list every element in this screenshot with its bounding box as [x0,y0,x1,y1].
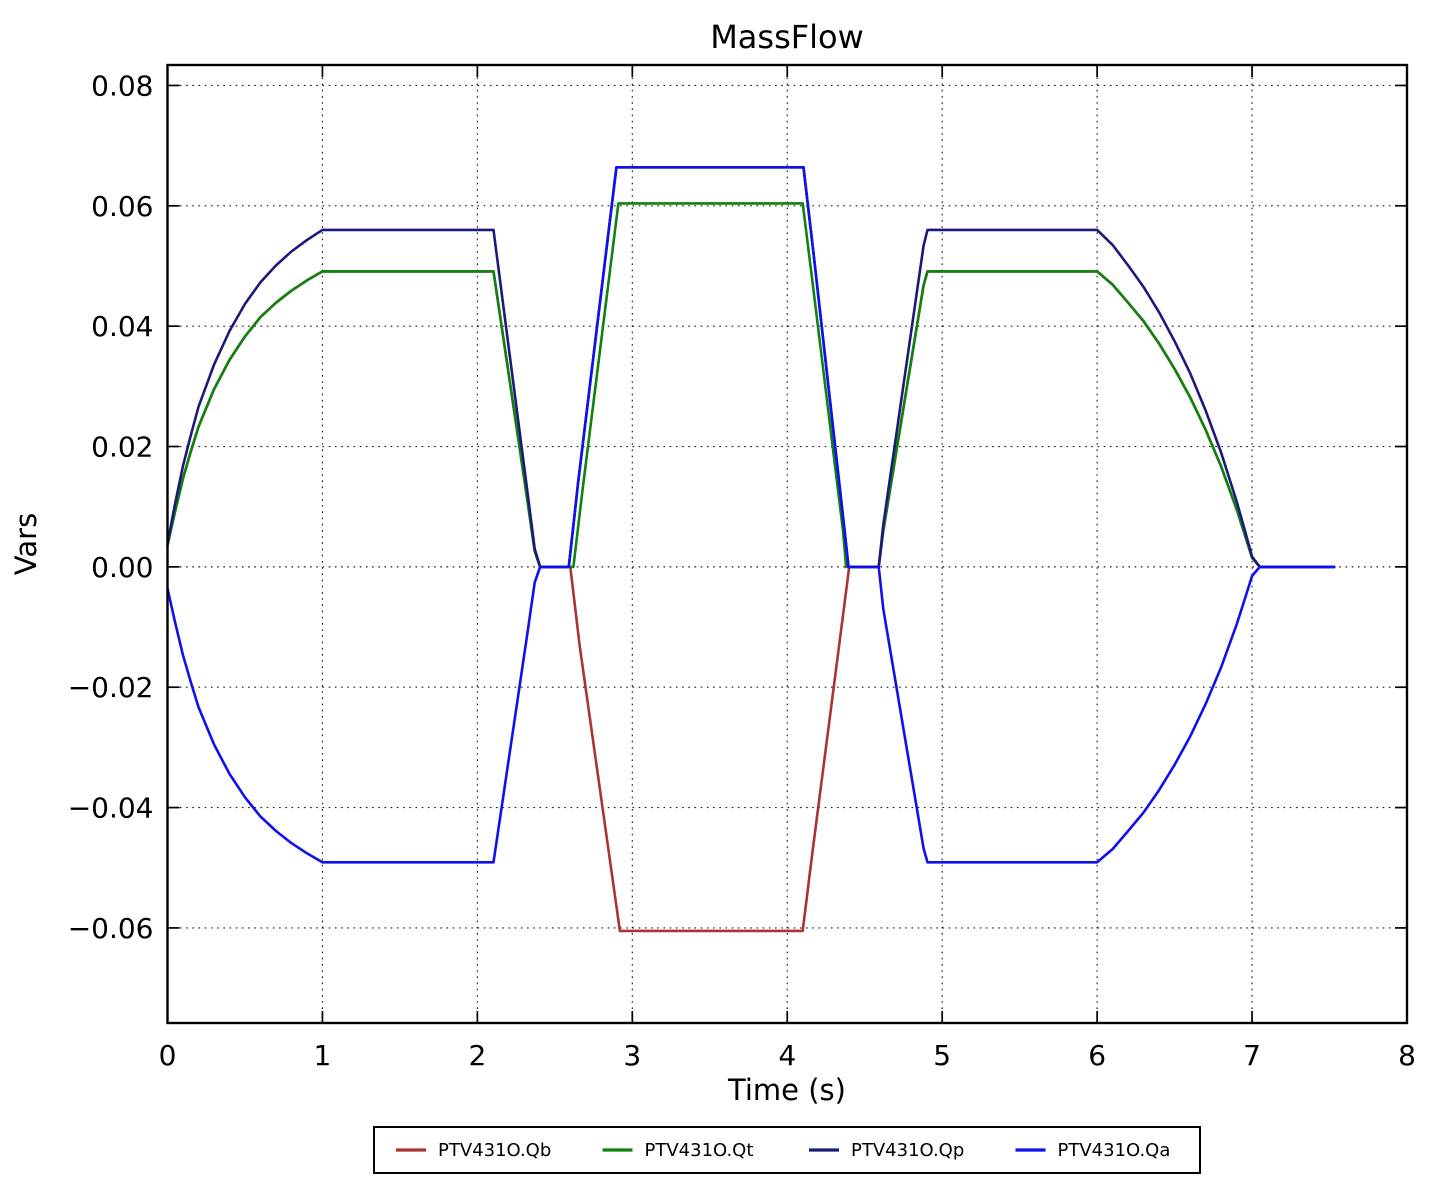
legend-item-PTV431O.Qa: PTV431O.Qa [1015,1140,1171,1161]
y-tick-label-0.04: 0.04 [91,310,153,343]
chart-title: MassFlow [710,18,864,56]
x-tick-label-7: 7 [1243,1039,1261,1072]
legend-item-PTV431O.Qb: PTV431O.Qb [396,1140,551,1161]
series-line-PTV431O.Qt [166,202,1336,569]
legend-label-PTV431O.Qt: PTV431O.Qt [645,1140,754,1161]
legend-item-PTV431O.Qt: PTV431O.Qt [602,1140,754,1161]
legend-label-PTV431O.Qp: PTV431O.Qp [851,1140,964,1161]
y-tick-label-0.02: 0.02 [91,431,153,464]
x-tick-label-6: 6 [1088,1039,1106,1072]
legend-label-PTV431O.Qb: PTV431O.Qb [438,1140,551,1161]
tick-labels: 0 1 2 3 4 5 6 7 8 −0.06 −0.04 −0.02 0.00 0.02 0.04 0.06… [68,69,1416,1072]
x-tick-label-8: 8 [1398,1039,1416,1072]
y-tick-label-0: 0.00 [91,551,153,584]
gridlines [167,65,1407,1023]
y-tick-label-0.06: 0.06 [91,190,153,223]
legend-label-PTV431O.Qa: PTV431O.Qa [1058,1140,1171,1161]
series-line-PTV431O.Qa [166,166,1336,864]
x-tick-label-2: 2 [468,1039,486,1072]
y-tick-label-0.08: 0.08 [91,69,153,102]
x-tick-label-1: 1 [314,1039,332,1072]
legend-item-PTV431O.Qp: PTV431O.Qp [809,1140,964,1161]
y-axis-label: Vars [9,513,43,575]
y-tick-label--0.06: −0.06 [68,912,154,945]
x-axis-label: Time (s) [727,1073,846,1107]
legend-box [373,1126,1201,1174]
series-lines [166,166,1336,933]
x-tick-label-3: 3 [623,1039,641,1072]
x-tick-label-0: 0 [159,1039,177,1072]
legend: PTV431O.Qb PTV431O.Qt PTV431O.Qp PTV431O.Qa [373,1126,1201,1174]
y-tick-label--0.02: −0.02 [68,671,154,704]
x-tick-label-4: 4 [778,1039,796,1072]
y-tick-label--0.04: −0.04 [68,792,154,825]
plot-border [166,63,1409,1025]
x-tick-label-5: 5 [933,1039,951,1072]
